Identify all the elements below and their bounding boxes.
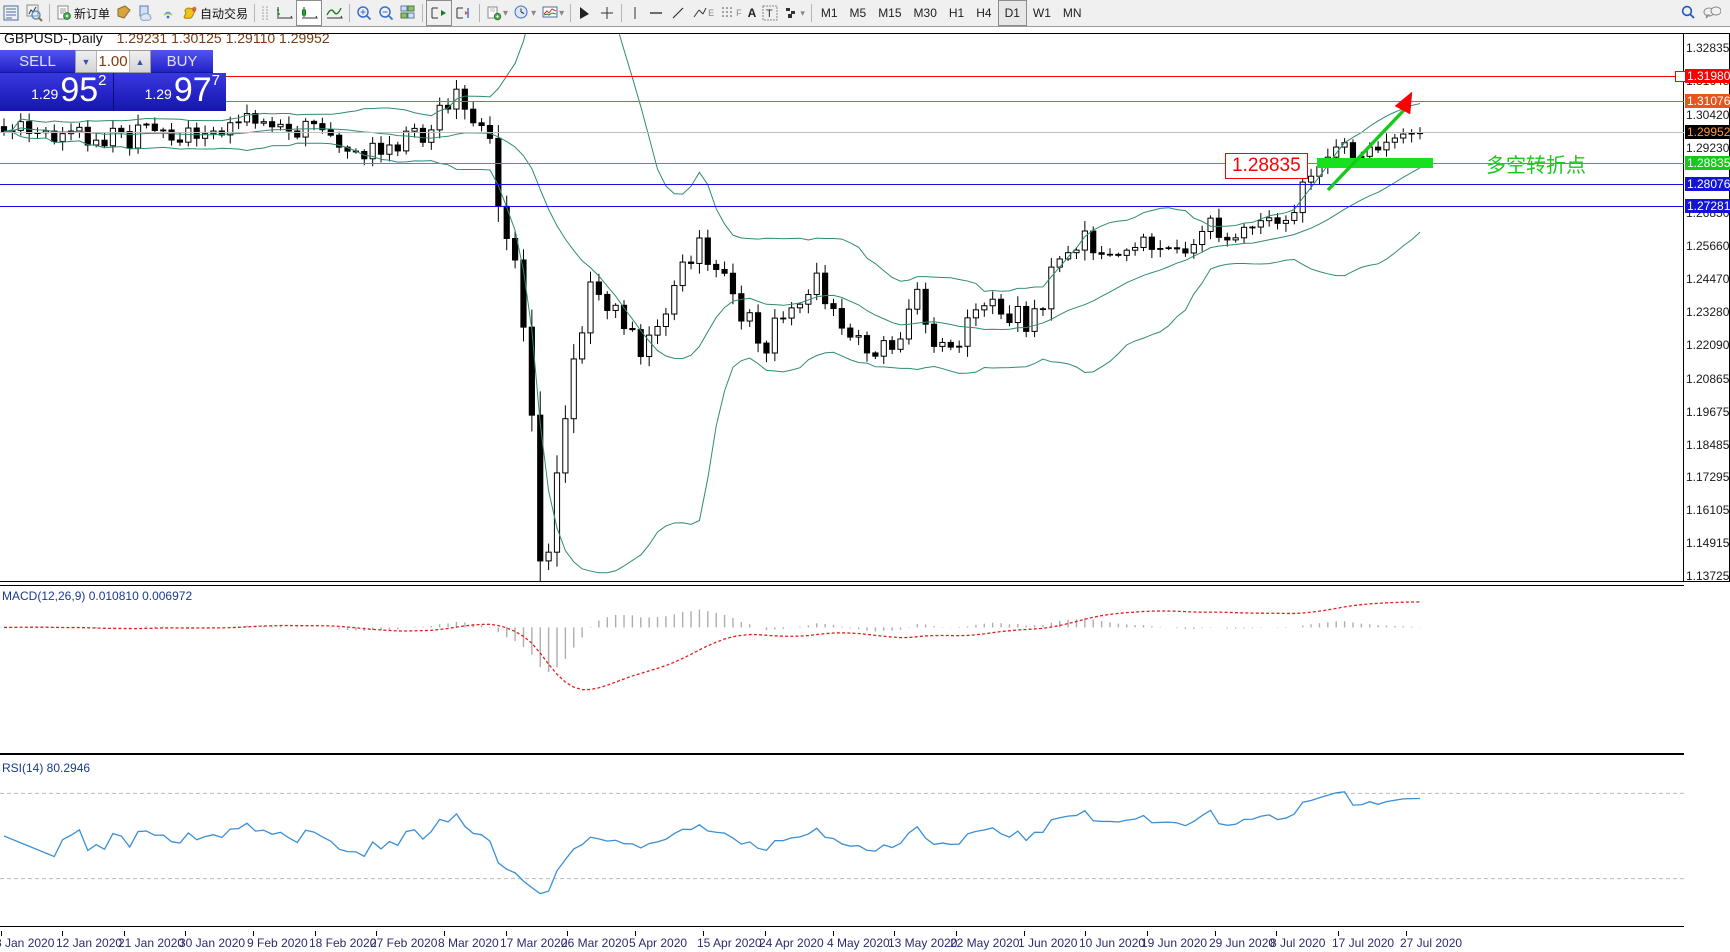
svg-text:T: T [766,8,773,20]
